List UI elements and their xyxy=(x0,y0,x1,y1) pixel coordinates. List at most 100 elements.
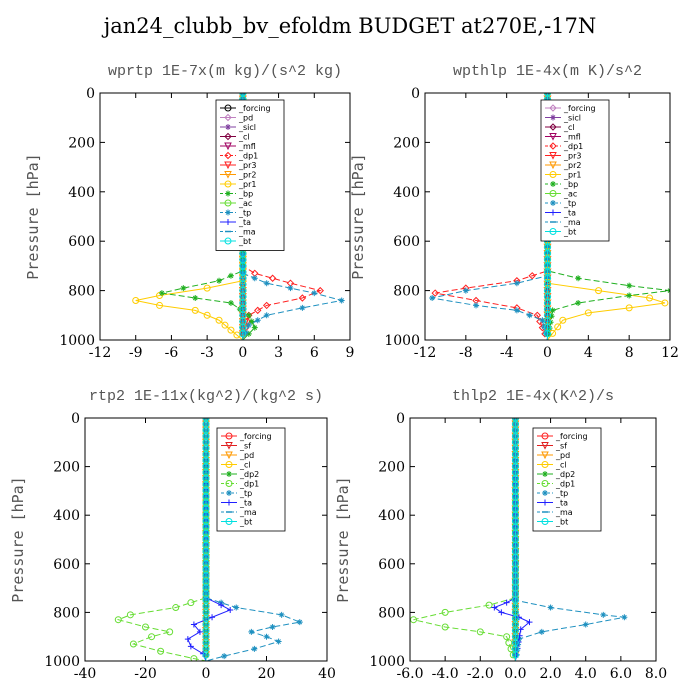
x-tick-label: 9 xyxy=(346,345,355,361)
legend-marker xyxy=(224,171,232,179)
series-point xyxy=(526,619,533,626)
plot-frame xyxy=(84,417,328,662)
series-point xyxy=(203,311,211,319)
legend-label: _pr3 xyxy=(563,152,581,161)
series-line-tp xyxy=(205,418,302,661)
legend-label: _pr1 xyxy=(563,171,581,180)
legend-marker xyxy=(226,499,232,506)
legend-marker xyxy=(224,142,232,151)
legend-label: _cl xyxy=(239,461,251,470)
legend-label: _sicl xyxy=(238,123,256,132)
y-tick-label: 800 xyxy=(393,284,420,300)
panel-title: wpthlp 1E-4x(m K)/s^2 xyxy=(453,63,642,80)
y-tick-label: 0 xyxy=(86,86,95,102)
series-point xyxy=(184,636,191,643)
y-tick-label: 1000 xyxy=(44,654,80,670)
legend-label: _pr3 xyxy=(238,161,256,170)
y-tick-label: 400 xyxy=(68,185,95,201)
legend-marker xyxy=(225,480,233,487)
series-point xyxy=(132,296,140,304)
legend-marker xyxy=(226,490,232,496)
legend-label: _dp2 xyxy=(555,470,575,479)
legend-label: _bp xyxy=(563,180,578,189)
series-point xyxy=(275,638,282,645)
series-point xyxy=(126,611,134,619)
series-point xyxy=(142,623,149,631)
series-point xyxy=(251,645,258,652)
y-tick-label: 400 xyxy=(53,508,80,524)
legend-marker xyxy=(225,451,233,460)
legend-label: _ac xyxy=(238,199,252,208)
series-point xyxy=(227,272,234,279)
y-tick-label: 1000 xyxy=(384,333,420,349)
panel-title: thlp2 1E-4x(K^2)/s xyxy=(452,388,614,405)
legend-label: _tp xyxy=(239,489,252,498)
legend-marker xyxy=(224,132,232,141)
legend-marker xyxy=(542,490,548,496)
x-tick-label: -12 xyxy=(89,345,112,361)
y-tick-label: 400 xyxy=(378,508,405,524)
legend-marker xyxy=(225,209,231,216)
series-point xyxy=(429,295,436,302)
series-point xyxy=(515,614,522,621)
series-point xyxy=(554,323,562,331)
series-point xyxy=(584,309,592,317)
y-axis-label: Pressure [hPa] xyxy=(9,476,27,602)
legend-marker xyxy=(224,199,232,207)
legend-marker xyxy=(549,123,557,131)
series-point xyxy=(575,275,582,282)
y-tick-label: 200 xyxy=(53,460,80,476)
series-line-tp xyxy=(432,93,548,340)
y-tick-label: 0 xyxy=(396,411,405,427)
series-point xyxy=(251,275,258,282)
legend: _forcing_sf_pd_cl_dp2_dp1_tp_ta_ma_bt xyxy=(216,427,286,532)
series-point xyxy=(498,609,505,616)
series-point xyxy=(262,301,271,310)
legend-marker xyxy=(224,180,232,188)
x-tick-label: 4.0 xyxy=(575,666,597,682)
legend-label: _bt xyxy=(555,518,568,527)
legend-label: _ma xyxy=(238,228,256,237)
y-tick-label: 1000 xyxy=(369,654,405,670)
series-point xyxy=(575,299,582,306)
series-point xyxy=(114,616,122,624)
panel-title: rtp2 1E-11x(kg^2)/(kg^2 s) xyxy=(89,388,323,405)
legend-marker xyxy=(225,432,233,440)
legend-marker xyxy=(549,228,557,235)
legend-label: _forcing xyxy=(239,432,272,441)
legend-label: _bt xyxy=(239,518,252,527)
legend-marker xyxy=(225,124,231,130)
legend-marker xyxy=(224,237,232,245)
series-point xyxy=(441,623,449,631)
legend-marker xyxy=(549,190,557,197)
series-point xyxy=(513,280,520,287)
legend-marker xyxy=(225,219,231,225)
legend-label: _sicl xyxy=(563,114,581,123)
legend-marker xyxy=(224,151,232,160)
x-tick-label: 4 xyxy=(584,345,593,361)
legend-marker xyxy=(224,104,232,112)
series-point xyxy=(202,651,210,659)
legend-marker xyxy=(549,152,557,160)
series-point xyxy=(526,312,533,319)
series-point xyxy=(298,294,307,302)
series-point xyxy=(528,272,536,280)
legend-label: _pd xyxy=(238,114,253,123)
series-point xyxy=(157,647,165,655)
series-point xyxy=(192,295,199,302)
legend-label: _cl xyxy=(555,461,567,470)
legend-label: _bp xyxy=(238,190,253,199)
series-point xyxy=(646,294,654,302)
legend-marker xyxy=(550,114,556,121)
y-tick-label: 600 xyxy=(68,234,95,250)
series-point xyxy=(410,616,418,624)
series-point xyxy=(248,628,255,635)
series-point xyxy=(187,643,194,650)
series-point xyxy=(626,282,633,289)
y-tick-label: 600 xyxy=(393,234,420,250)
series-point xyxy=(245,322,252,329)
series-line-dp1 xyxy=(413,418,516,661)
series-point xyxy=(190,621,197,628)
series-point xyxy=(539,317,546,324)
series-point xyxy=(538,628,545,635)
